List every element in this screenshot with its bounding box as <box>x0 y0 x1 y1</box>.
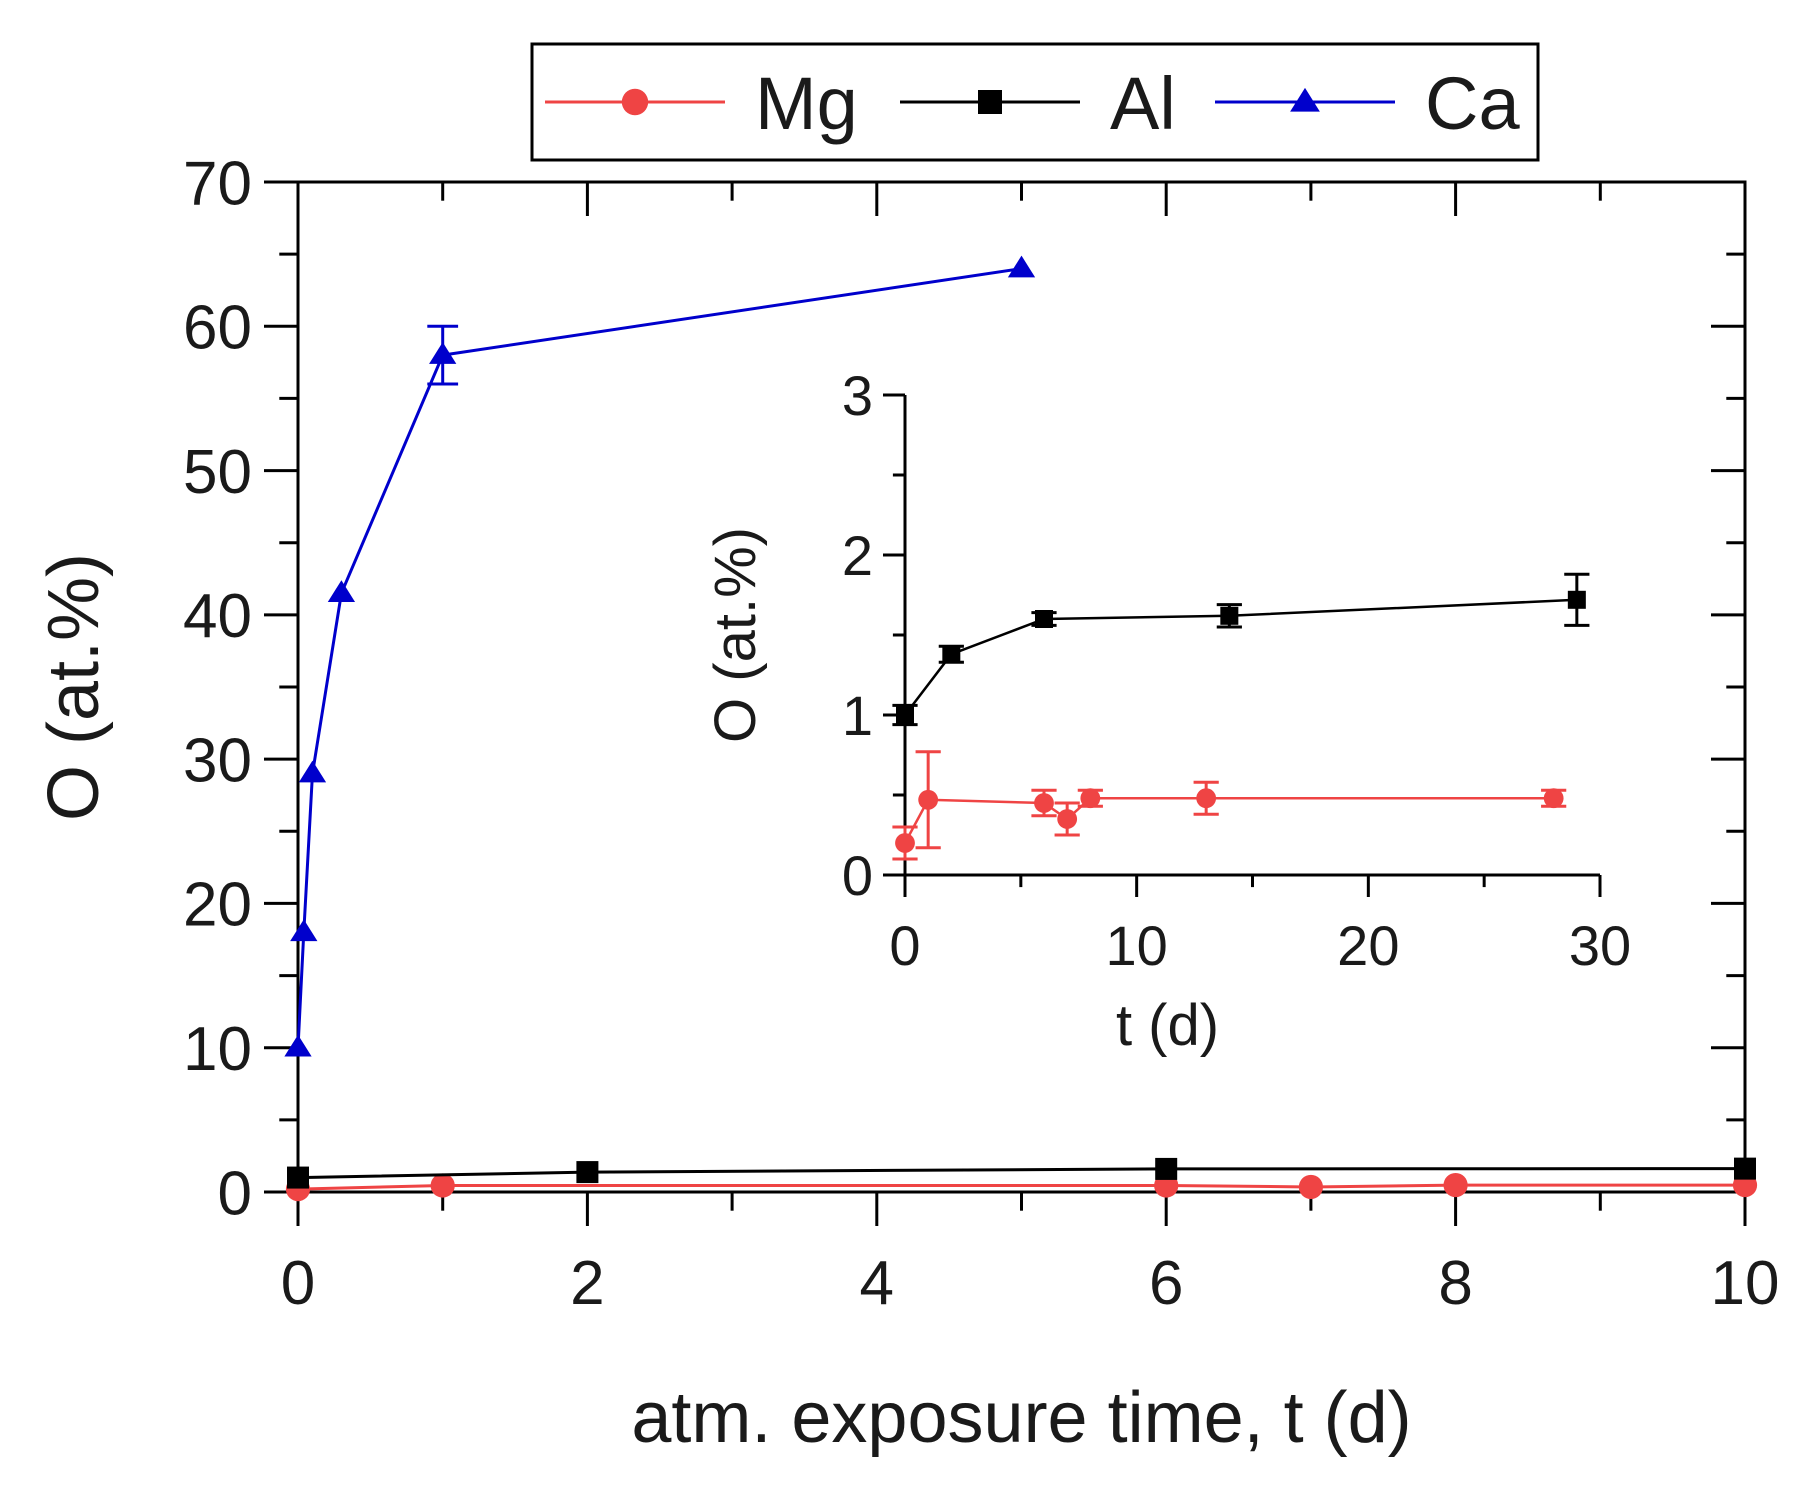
inset-plot: 0 10 20 30 0 1 2 3 t (d) O (at.%) <box>703 364 1631 1058</box>
inset-y-axis-title: O (at.%) <box>703 527 768 743</box>
main-mg-point <box>1298 1174 1323 1200</box>
inset-mg-point <box>1034 793 1054 813</box>
inset-y-tick-label: 1 <box>842 684 873 747</box>
inset-mg-point <box>918 789 939 810</box>
main-ca-point <box>1007 255 1036 278</box>
inset-mg-point <box>1543 788 1564 809</box>
main-mg-point <box>430 1173 455 1198</box>
inset-mg-point <box>1057 809 1078 829</box>
main-al-point <box>287 1166 309 1189</box>
inset-al-point <box>896 706 914 724</box>
main-x-tick-label: 0 <box>281 1249 315 1318</box>
main-x-tick-label: 6 <box>1149 1249 1183 1318</box>
main-mg-line <box>297 1183 1745 1191</box>
inset-y-tick-label: 0 <box>842 844 873 907</box>
main-x-tick-label: 2 <box>570 1249 604 1318</box>
main-y-tick-label: 10 <box>183 1015 252 1084</box>
main-ca-point <box>327 580 356 602</box>
main-series-al <box>287 1157 1756 1189</box>
legend-ca-marker <box>1290 87 1320 112</box>
inset-x-tick-label: 30 <box>1569 914 1631 977</box>
main-al-point <box>576 1161 599 1184</box>
inset-x-tick-label: 20 <box>1337 914 1399 977</box>
legend-entry-mg: Mg <box>545 62 858 145</box>
main-y-tick-label: 30 <box>183 726 252 795</box>
main-y-tick-label: 20 <box>183 871 252 940</box>
inset-series-al <box>892 572 1590 727</box>
inset-mg-point <box>895 833 915 853</box>
inset-al-point <box>1567 590 1586 609</box>
legend-mg-label: Mg <box>755 62 858 145</box>
inset-background <box>905 391 1630 875</box>
main-y-axis-title: O (at.%) <box>34 553 114 821</box>
inset-mg-point <box>1196 788 1217 809</box>
main-x-tick-label: 4 <box>860 1249 894 1318</box>
inset-mg-point <box>1080 788 1101 809</box>
legend-al-label: Al <box>1110 62 1176 145</box>
main-al-point <box>1734 1157 1756 1180</box>
main-series-ca <box>284 255 1036 1057</box>
main-ca-point <box>298 760 327 783</box>
inset-y-tick-label: 3 <box>842 364 873 427</box>
inset-al-point <box>1035 610 1053 628</box>
legend-al-marker <box>978 90 1002 114</box>
inset-x-tick-label: 10 <box>1106 914 1168 977</box>
main-y-tick-label: 40 <box>183 582 252 651</box>
legend-entry-al: Al <box>900 62 1176 145</box>
main-mg-point <box>1443 1172 1468 1198</box>
main-y-tick-label: 60 <box>183 294 252 363</box>
main-y-tick-label: 70 <box>183 149 252 218</box>
main-x-tick-label: 8 <box>1438 1249 1472 1318</box>
main-al-line <box>297 1167 1745 1180</box>
main-al-point <box>1155 1157 1178 1180</box>
main-y-tick-label: 50 <box>183 438 252 507</box>
main-ca-point <box>290 919 318 942</box>
inset-y-tick-label: 2 <box>842 524 873 587</box>
main-x-tick-label: 10 <box>1711 1249 1780 1318</box>
main-ca-line <box>296 267 1022 1048</box>
main-ca-point <box>429 342 457 364</box>
inset-al-point <box>1220 606 1239 625</box>
inset-x-axis-title: t (d) <box>1116 993 1219 1058</box>
legend: Mg Al Ca <box>530 42 1540 162</box>
inset-x-tick-label: 0 <box>889 914 920 977</box>
main-x-axis-title: atm. exposure time, t (d) <box>631 1378 1411 1458</box>
main-y-tick-label: 0 <box>218 1159 252 1228</box>
legend-entry-ca: Ca <box>1215 62 1520 145</box>
inset-al-point <box>942 645 961 664</box>
inset-series-mg <box>892 750 1567 861</box>
main-ca-point <box>284 1034 312 1057</box>
legend-mg-marker <box>621 88 649 116</box>
legend-ca-label: Ca <box>1425 62 1520 145</box>
